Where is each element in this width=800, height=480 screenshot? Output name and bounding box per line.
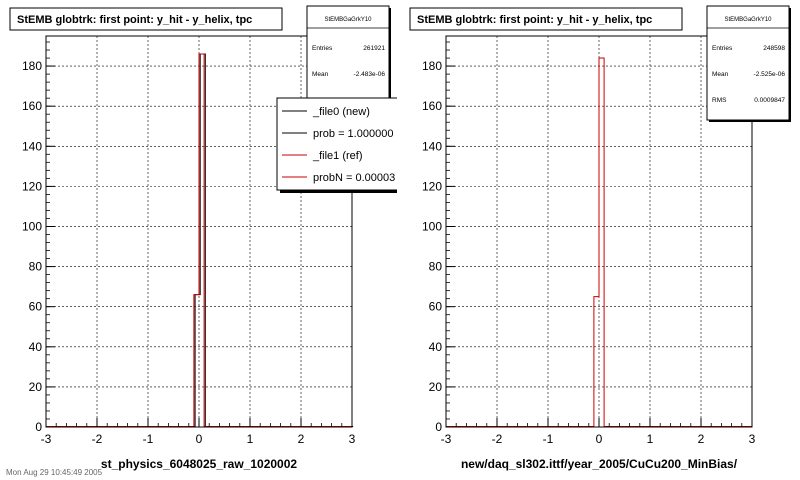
x-tick-label: 0	[196, 432, 203, 446]
y-tick-label: 100	[22, 219, 42, 233]
stats-name: StEMBGaGrkY10	[724, 17, 772, 23]
stats-box	[706, 5, 790, 121]
y-tick-label: 80	[429, 260, 443, 274]
title-box	[9, 7, 283, 31]
legend-box: _file0 (new) prob = 1.000000 _file1 (ref) p…	[276, 97, 397, 193]
y-tick-label: 140	[422, 139, 442, 153]
stats-value: -2.525e-06	[754, 71, 786, 78]
y-tick-label: 120	[422, 179, 442, 193]
stats-label: RMS	[712, 97, 727, 104]
y-tick-label: 120	[22, 179, 42, 193]
legend-entry: probN = 0.00003	[313, 172, 395, 184]
x-tick-label: -3	[441, 432, 452, 446]
stats-value: 0.0009847	[754, 97, 785, 104]
x-tick-label: -3	[41, 432, 52, 446]
histogram-series-2	[46, 53, 352, 427]
legend-entry: _file0 (new)	[312, 106, 370, 118]
histogram-title: StEMB globtrk: first point: y_hit - y_he…	[17, 14, 252, 26]
x-tick-label: -2	[92, 432, 103, 446]
y-tick-label: 100	[422, 219, 442, 233]
y-tick-label: 20	[429, 380, 443, 394]
y-tick-label: 80	[29, 260, 43, 274]
y-tick-label: 180	[22, 59, 42, 73]
x-tick-label: 2	[698, 432, 705, 446]
y-tick-label: 140	[22, 139, 42, 153]
histogram-panel-1: -3-2-10123020406080100120140160180×10³st…	[9, 5, 397, 471]
stats-label: Mean	[712, 71, 729, 78]
histogram-series-1	[47, 53, 354, 427]
legend-entry: prob = 1.000000	[313, 128, 393, 140]
stats-value: -2.483e-06	[354, 71, 386, 78]
y-tick-label: 180	[422, 59, 442, 73]
histogram-title: StEMB globtrk: first point: y_hit - y_he…	[417, 14, 652, 26]
title-box	[409, 7, 683, 31]
stats-label: Entries	[312, 45, 333, 52]
stats-label: Entries	[712, 45, 733, 52]
x-tick-label: -1	[543, 432, 554, 446]
x-tick-label: 3	[349, 432, 356, 446]
legend-frame	[276, 97, 397, 191]
x-axis-label: new/daq_sl302.ittf/year_2005/CuCu200_Min…	[461, 457, 738, 471]
y-tick-label: 40	[29, 340, 43, 354]
y-tick-label: 20	[29, 380, 43, 394]
x-tick-label: -1	[143, 432, 154, 446]
stats-value: 261921	[363, 45, 385, 52]
x-tick-label: 1	[247, 432, 254, 446]
y-tick-label: 160	[22, 99, 42, 113]
y-tick-label: 60	[29, 300, 43, 314]
y-tick-label: 0	[35, 420, 42, 434]
stats-label: Mean	[312, 71, 329, 78]
legend-entry: _file1 (ref)	[312, 150, 363, 162]
x-tick-label: -2	[492, 432, 503, 446]
histogram-panel-2: -3-2-10123020406080100120140160180×10³ne…	[409, 5, 791, 471]
footer-timestamp: Mon Aug 29 10:45:49 2005	[6, 468, 103, 477]
y-tick-label: 60	[429, 300, 443, 314]
histogram-series-1	[446, 57, 752, 427]
x-tick-label: 1	[647, 432, 654, 446]
y-tick-label: 160	[422, 99, 442, 113]
y-tick-label: 0	[435, 420, 442, 434]
x-tick-label: 0	[596, 432, 603, 446]
y-tick-label: 40	[429, 340, 443, 354]
x-tick-label: 2	[298, 432, 305, 446]
x-tick-label: 3	[749, 432, 756, 446]
stats-name: StEMBGaGrkY10	[324, 17, 372, 23]
x-axis-label: st_physics_6048025_raw_1020002	[101, 457, 297, 471]
stats-value: 248598	[763, 45, 785, 52]
